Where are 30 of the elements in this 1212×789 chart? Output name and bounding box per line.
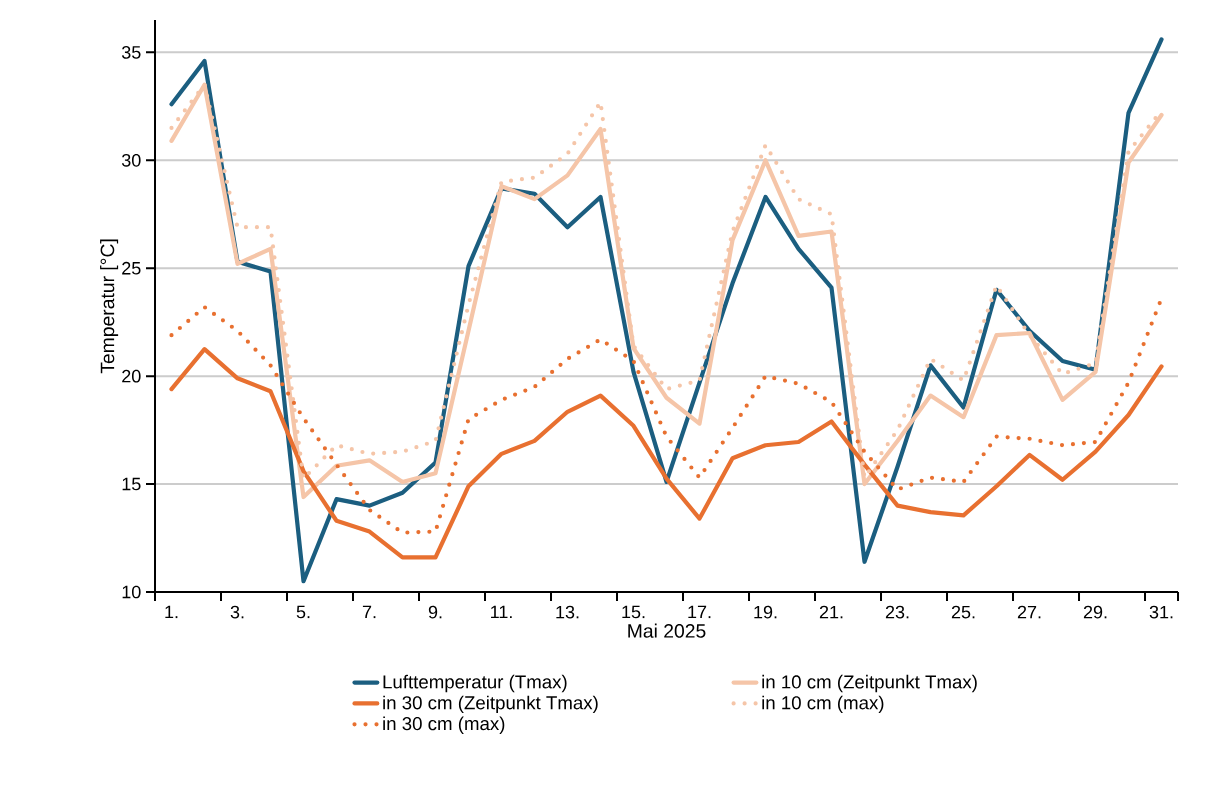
legend-label: in 30 cm (max): [383, 716, 505, 734]
x-tick-label: 25.: [951, 605, 975, 619]
y-tick-label: 25: [122, 261, 141, 275]
y-tick-label: 30: [121, 153, 141, 167]
x-tick-label: 3.: [230, 605, 244, 619]
x-tick-label: 17.: [688, 605, 711, 619]
legend-label: in 10 cm (Zeitpunkt Tmax): [762, 674, 977, 693]
x-tick-label: 13.: [556, 605, 579, 619]
y-tick-label: 10: [122, 585, 141, 599]
legend-label: in 10 cm (max): [762, 695, 884, 714]
x-tick-label: 27.: [1017, 605, 1041, 619]
x-tick-label: 15.: [622, 605, 645, 619]
line-series: [169, 347, 1164, 560]
y-tick-label: 20: [122, 369, 141, 383]
x-tick-label: 9.: [428, 605, 442, 619]
y-tick-label: 15: [122, 477, 141, 491]
x-tick-label: 21.: [819, 605, 843, 619]
y-tick-label: 35: [121, 46, 141, 59]
x-axis-title: Mai 2025: [628, 623, 706, 638]
x-tick-label: 29.: [1083, 605, 1107, 619]
x-tick-label: 11.: [491, 605, 512, 619]
x-tick-label: 5.: [296, 605, 310, 619]
y-axis-title: Temperatur [°C]: [100, 239, 119, 374]
x-tick-label: 31.: [1149, 605, 1173, 619]
x-tick-label: 19.: [754, 605, 777, 619]
x-tick-label: 23.: [885, 605, 909, 619]
legend-label: Lufttemperatur (Tmax): [383, 674, 567, 693]
x-tick-label: 1.: [165, 605, 178, 619]
x-tick-label: 7.: [362, 605, 376, 619]
legend-label: in 30 cm (Zeitpunkt Tmax): [383, 695, 598, 714]
